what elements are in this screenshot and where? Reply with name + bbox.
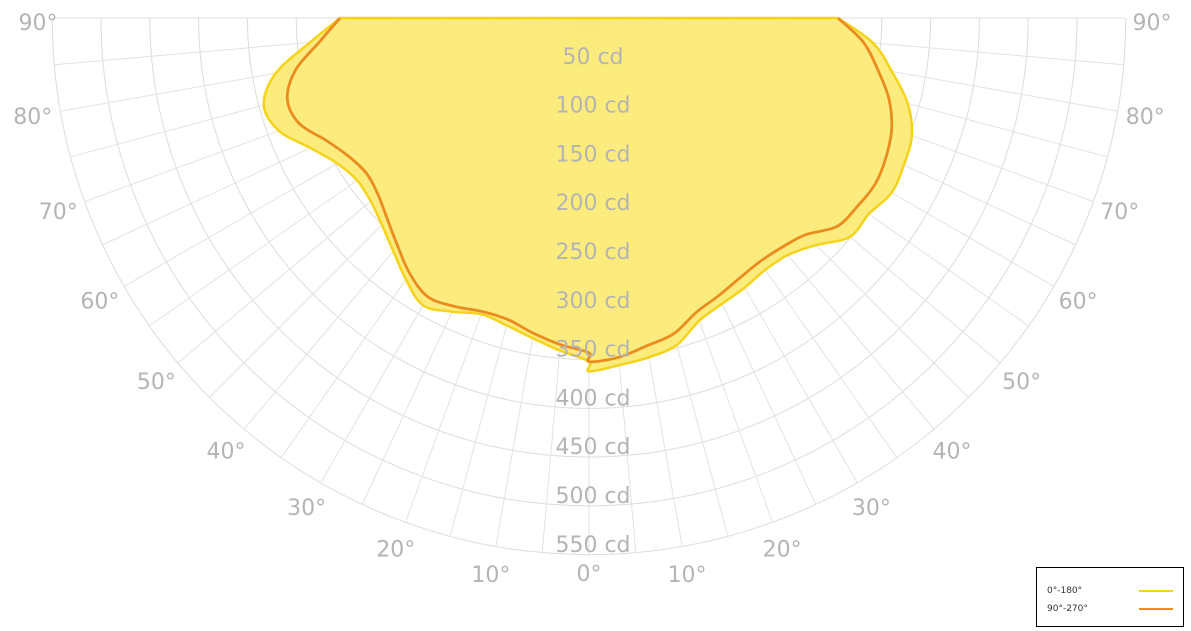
legend-swatch-90-270: [1139, 608, 1173, 610]
ring-label-150: 150 cd: [555, 142, 630, 167]
ring-label-300: 300 cd: [555, 289, 630, 314]
angle-label-left-60: 60°: [80, 289, 119, 314]
ring-label-350: 350 cd: [555, 338, 630, 363]
angle-label-left-50: 50°: [137, 370, 176, 395]
angle-label-left-20: 20°: [376, 538, 415, 563]
series-area-0-180: [262, 16, 914, 373]
ring-label-450: 450 cd: [555, 435, 630, 460]
legend-swatch-0-180: [1139, 590, 1173, 592]
legend-item-0-180: 0°-180°: [1047, 584, 1177, 598]
axis-labels: 50 cd 100 cd 150 cd 200 cd 250 cd 300 cd 350 c…: [13, 11, 1171, 588]
ring-label-400: 400 cd: [555, 386, 630, 411]
ring-label-250: 250 cd: [555, 240, 630, 265]
angle-label-left-40: 40°: [206, 440, 245, 465]
angle-label-left-0: 0°: [577, 562, 602, 587]
ring-label-200: 200 cd: [555, 191, 630, 216]
legend: 0°-180° 90°-270°: [1036, 567, 1184, 627]
intensity-curves: [262, 16, 914, 373]
legend-label-90-270: 90°-270°: [1047, 604, 1088, 614]
angle-label-right-90: 90°: [1133, 11, 1172, 36]
legend-item-90-270: 90°-270°: [1047, 602, 1177, 616]
angle-label-right-70: 70°: [1100, 200, 1139, 225]
angle-label-right-40: 40°: [933, 440, 972, 465]
ring-label-50: 50 cd: [562, 45, 623, 70]
legend-label-0-180: 0°-180°: [1047, 586, 1083, 596]
ring-label-100: 100 cd: [555, 94, 630, 119]
series-line-90-270: [285, 16, 894, 364]
angle-label-left-80: 80°: [13, 105, 52, 130]
angle-label-left-10: 10°: [471, 563, 510, 588]
angle-label-right-30: 30°: [852, 496, 891, 521]
angle-label-right-10: 10°: [668, 563, 707, 588]
angle-label-left-70: 70°: [39, 200, 78, 225]
ring-label-550: 550 cd: [555, 533, 630, 558]
angle-label-right-80: 80°: [1126, 105, 1165, 130]
angle-label-right-50: 50°: [1002, 370, 1041, 395]
angle-label-left-90: 90°: [19, 11, 58, 36]
angle-label-left-30: 30°: [287, 496, 326, 521]
angle-label-right-60: 60°: [1059, 289, 1098, 314]
angle-label-right-20: 20°: [763, 538, 802, 563]
ring-label-500: 500 cd: [555, 484, 630, 509]
